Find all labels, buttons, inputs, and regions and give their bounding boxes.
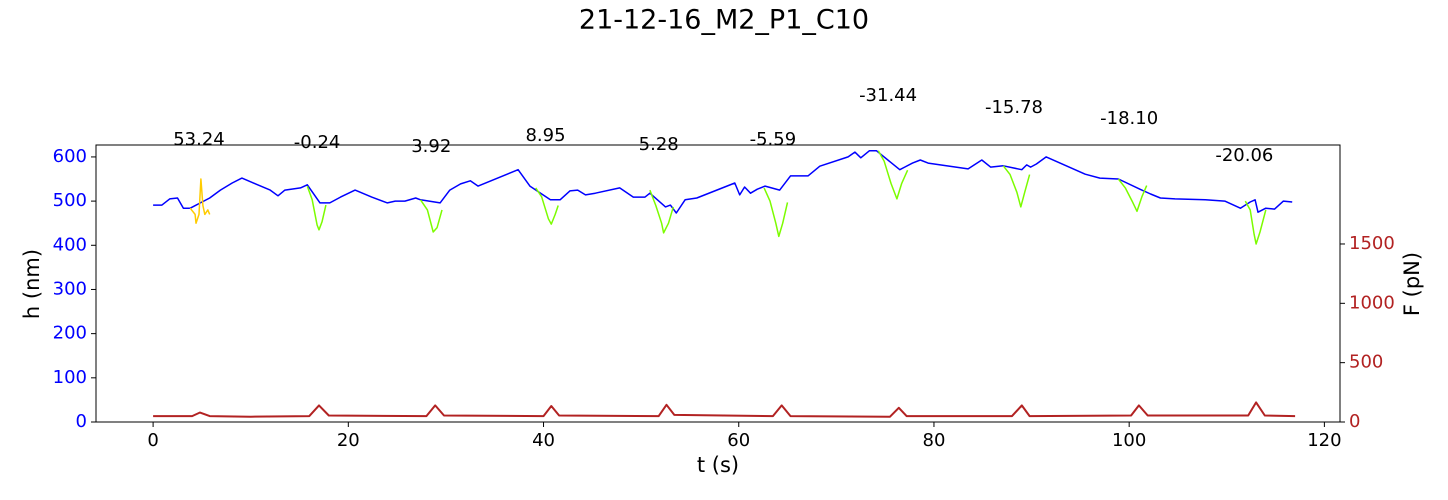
- annotation: 8.95: [525, 125, 565, 146]
- y2-tick-label: 1000: [1349, 292, 1395, 313]
- x-tick-label: 0: [147, 430, 158, 451]
- annotation: -0.24: [294, 132, 341, 153]
- y2-tick-label: 0: [1349, 411, 1360, 432]
- y2-tick-label: 1500: [1349, 233, 1395, 254]
- y-tick-label: 500: [53, 190, 87, 211]
- y-tick-label: 600: [53, 146, 87, 167]
- annotation: 53.24: [173, 129, 225, 150]
- y-axis-label: h (nm): [20, 249, 44, 319]
- y-tick-label: 400: [53, 234, 87, 255]
- annotation: 3.92: [411, 136, 451, 157]
- x-tick-label: 120: [1307, 430, 1341, 451]
- series-line: [306, 150, 1267, 245]
- x-tick-label: 80: [923, 430, 946, 451]
- y-tick-label: 300: [53, 278, 87, 299]
- chart-title: 21-12-16_M2_P1_C10: [579, 5, 869, 36]
- series-line: [153, 401, 1296, 418]
- x-axis-label: t (s): [697, 453, 739, 477]
- annotation: -18.10: [1100, 108, 1158, 129]
- y-tick-label: 100: [53, 367, 87, 388]
- x-tick-label: 40: [532, 430, 555, 451]
- series-line: [153, 149, 1293, 214]
- x-tick-label: 20: [337, 430, 360, 451]
- plot-frame: [95, 144, 1341, 423]
- x-tick-label: 100: [1112, 430, 1146, 451]
- x-tick-label: 60: [727, 430, 750, 451]
- y-tick-label: 200: [53, 323, 87, 344]
- series-line: [189, 178, 211, 224]
- annotation: -20.06: [1215, 145, 1273, 166]
- annotation: -15.78: [985, 97, 1043, 118]
- annotation: -5.59: [750, 129, 797, 150]
- annotation: -31.44: [859, 85, 917, 106]
- y2-tick-label: 500: [1349, 352, 1383, 373]
- y-tick-label: 0: [76, 411, 87, 432]
- y2-axis-label: F (pN): [1400, 252, 1424, 316]
